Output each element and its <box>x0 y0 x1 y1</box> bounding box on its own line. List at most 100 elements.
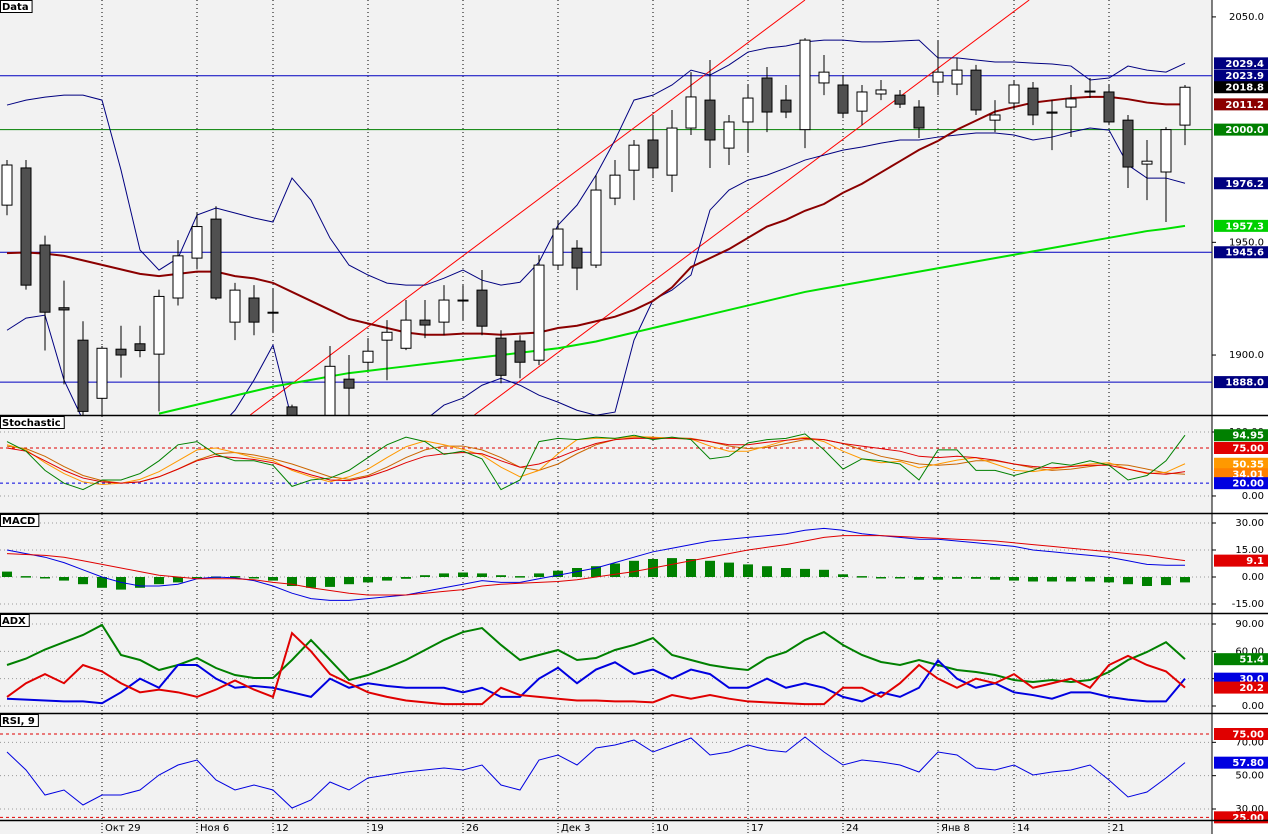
histogram-bar <box>59 577 69 581</box>
histogram-bar <box>686 559 696 577</box>
price-label-box <box>1214 81 1268 94</box>
y-tick-label: 60.00 <box>1235 646 1264 657</box>
candle-body <box>780 99 792 113</box>
x-tick-label: Ноя 6 <box>200 823 229 834</box>
histogram-bar <box>743 564 753 577</box>
histogram-bar <box>230 576 240 578</box>
histogram-bar <box>477 573 487 577</box>
panel-title-box <box>0 514 40 527</box>
histogram-bar <box>439 573 449 577</box>
panel-title: Data <box>2 2 29 13</box>
x-tick-label: Окт 29 <box>105 823 141 834</box>
candle-body <box>419 319 431 326</box>
y-tick-label: 0.00 <box>1242 701 1264 712</box>
candle-body <box>134 343 146 352</box>
panel-title: ADX <box>2 616 26 627</box>
candle-body <box>761 77 773 113</box>
series-line <box>6 658 1186 705</box>
series-line <box>6 527 1185 601</box>
x-tick-label: Дек 3 <box>561 823 591 834</box>
histogram-bar <box>268 577 278 581</box>
candle-body <box>609 174 621 199</box>
x-tick-label: 26 <box>466 823 479 834</box>
histogram-bar <box>401 577 411 579</box>
price-label: 30.0 <box>1239 674 1264 685</box>
candle-body <box>1160 129 1172 173</box>
price-label: 75.00 <box>1232 443 1264 454</box>
histogram-bar <box>1161 577 1171 586</box>
series-line <box>6 433 1186 491</box>
panel-title: MACD <box>2 516 35 527</box>
histogram-bar <box>154 577 164 585</box>
y-tick-label: 15.00 <box>1235 545 1264 556</box>
histogram-bar <box>895 577 905 579</box>
series-line <box>6 39 1186 286</box>
candle-body <box>476 289 488 327</box>
panel-title-box <box>0 416 65 429</box>
histogram-bar <box>1066 577 1076 582</box>
candle-body <box>913 106 925 129</box>
price-label-box <box>1214 376 1268 389</box>
price-label-box <box>1214 477 1268 490</box>
candle-body <box>400 319 412 349</box>
histogram-bar <box>325 577 335 587</box>
candle-body <box>628 144 640 171</box>
candle-body <box>438 299 450 323</box>
candle-body <box>286 406 298 415</box>
histogram-bar <box>952 577 962 579</box>
histogram-bar <box>914 577 924 580</box>
y-tick-label: 2050.0 <box>1229 12 1264 23</box>
trend-line <box>249 0 806 415</box>
candle-body <box>951 69 963 85</box>
candle-body <box>1103 91 1115 123</box>
price-label: 20.00 <box>1232 479 1264 490</box>
price-label-box <box>1214 441 1268 454</box>
candle-body <box>533 264 545 361</box>
y-tick-label: 30.00 <box>1235 804 1264 815</box>
candle-body <box>666 127 678 176</box>
candle-body <box>704 99 716 141</box>
price-label: 1888.0 <box>1225 378 1264 389</box>
candle-body <box>153 295 165 355</box>
price-label-box <box>1214 554 1268 567</box>
histogram-bar <box>781 568 791 577</box>
price-label-box <box>1214 177 1268 190</box>
candle-body <box>1122 119 1134 168</box>
candle-body <box>514 340 526 363</box>
price-label: 2018.8 <box>1225 83 1264 94</box>
candle-body <box>58 307 70 311</box>
candle-body <box>818 71 830 84</box>
histogram-bar <box>21 576 31 578</box>
panel-title-box <box>0 714 39 727</box>
price-label-box <box>1214 429 1268 442</box>
price-label-box <box>1214 98 1268 111</box>
candle-body <box>1046 111 1058 114</box>
candle-body <box>267 311 279 314</box>
candle-body <box>1141 160 1153 165</box>
candle-body <box>77 339 89 412</box>
panel-title-box <box>0 0 33 13</box>
y-tick-label: 1950.0 <box>1229 237 1264 248</box>
x-tick-label: 10 <box>656 823 669 834</box>
candle-body <box>1027 87 1039 116</box>
price-label-box <box>1214 219 1268 232</box>
x-tick-label: 14 <box>1017 823 1030 834</box>
histogram-bar <box>287 577 297 586</box>
histogram-bar <box>192 577 202 579</box>
histogram-bar <box>135 577 145 588</box>
y-tick-label: 1900.0 <box>1229 350 1264 361</box>
price-label: 34.01 <box>1232 470 1264 481</box>
candle-body <box>875 89 887 95</box>
histogram-bar <box>857 576 867 578</box>
histogram-bar <box>591 566 601 577</box>
candle-body <box>96 347 108 399</box>
price-label-box <box>1214 57 1268 70</box>
histogram-bar <box>116 577 126 590</box>
candle-body <box>571 247 583 269</box>
price-label: 2029.4 <box>1225 59 1264 70</box>
candle-body <box>742 97 754 123</box>
candle-body <box>1065 98 1077 108</box>
histogram-bar <box>1085 577 1095 582</box>
price-label-box <box>1214 69 1268 82</box>
